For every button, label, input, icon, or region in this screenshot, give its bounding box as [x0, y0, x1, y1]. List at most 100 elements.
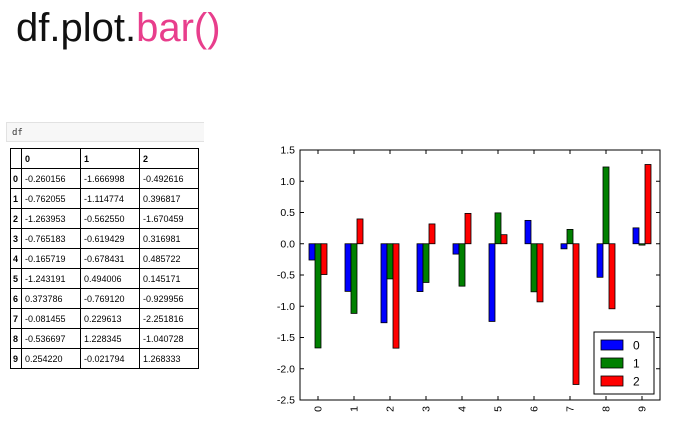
bar-series-0-cat-9 — [632, 227, 640, 245]
index-header-cell — [10, 148, 22, 169]
bar-series-2-cat-1 — [356, 218, 364, 245]
legend-swatch-2 — [600, 375, 624, 387]
table-cell: -0.562550 — [80, 208, 140, 229]
y-tick-label: -1.0 — [277, 301, 295, 313]
bar-series-1-cat-6 — [530, 243, 538, 293]
table-row: 2 -1.263953 -0.562550 -1.670459 — [10, 208, 199, 229]
row-index-cell: 5 — [10, 268, 22, 289]
x-tick-label: 8 — [601, 406, 613, 412]
bar-series-0-cat-6 — [524, 219, 532, 245]
bar-series-1-cat-2 — [386, 243, 394, 280]
table-row: 1 -0.762055 -1.114774 0.396817 — [10, 188, 199, 209]
row-index-cell: 7 — [10, 308, 22, 329]
table-cell: 0.396817 — [139, 188, 199, 209]
slide-title: df.plot.bar() — [16, 4, 221, 52]
y-tick-label: 0.0 — [280, 238, 295, 250]
row-index-cell: 3 — [10, 228, 22, 249]
x-tick-label: 4 — [457, 406, 469, 412]
slide-title-highlight: bar() — [136, 6, 221, 50]
bar-chart: 1.5 1.0 0.5 0.0 -0.5 -1.0 -1.5 -2.0 -2.5 0 1 2 3 4 5 6 7… — [277, 145, 661, 412]
row-index-cell: 0 — [10, 168, 22, 189]
bar-series-2-cat-5 — [500, 234, 508, 245]
table-cell: -2.251816 — [139, 308, 199, 329]
bar-series-1-cat-1 — [350, 243, 358, 314]
code-cell[interactable]: df — [6, 122, 204, 142]
bar-series-1-cat-9 — [638, 243, 646, 246]
x-tick-label: 3 — [421, 406, 433, 412]
bar-series-1-cat-8 — [602, 166, 610, 245]
table-cell: 0.485722 — [139, 248, 199, 269]
table-cell: -0.762055 — [21, 188, 81, 209]
dataframe-table: 0 1 2 0 -0.260156 -1.666998 -0.492616 1 -0.76… — [10, 148, 199, 369]
table-cell: -0.619429 — [80, 228, 140, 249]
row-index-cell: 2 — [10, 208, 22, 229]
row-index-cell: 8 — [10, 328, 22, 349]
table-cell: 0.229613 — [80, 308, 140, 329]
x-tick-label: 2 — [385, 406, 397, 412]
bar-series-2-cat-0 — [320, 243, 328, 275]
table-row: 0 -0.260156 -1.666998 -0.492616 — [10, 168, 199, 189]
bar-series-0-cat-0 — [308, 243, 316, 261]
slide-title-prefix: df.plot. — [16, 6, 137, 50]
y-tick-label: -0.5 — [277, 270, 295, 282]
plot-frame — [299, 149, 661, 401]
bar-series-2-cat-9 — [644, 164, 652, 245]
y-tick-label: 1.0 — [280, 176, 295, 188]
table-cell: -1.670459 — [139, 208, 199, 229]
table-cell: 0.145171 — [139, 268, 199, 289]
row-index-cell: 4 — [10, 248, 22, 269]
x-tick-label: 1 — [349, 406, 361, 412]
table-cell: 0.494006 — [80, 268, 140, 289]
table-cell: 0.373786 — [21, 288, 81, 309]
bar-series-0-cat-1 — [344, 243, 352, 292]
table-cell: -0.165719 — [21, 248, 81, 269]
y-tick-label: -2.0 — [277, 363, 295, 375]
table-row: 7 -0.081455 0.229613 -2.251816 — [10, 308, 199, 329]
bar-series-2-cat-4 — [464, 212, 472, 245]
column-header: 0 — [21, 148, 81, 169]
bar-series-2-cat-2 — [392, 243, 400, 349]
y-tick-label: 1.5 — [280, 145, 295, 157]
table-cell: -0.769120 — [80, 288, 140, 309]
table-cell: -0.081455 — [21, 308, 81, 329]
bar-series-2-cat-8 — [608, 243, 616, 310]
table-cell: 1.228345 — [80, 328, 140, 349]
legend-label: 0 — [633, 339, 640, 353]
bar-series-1-cat-3 — [422, 243, 430, 283]
table-body: 0 -0.260156 -1.666998 -0.492616 1 -0.762055 -1… — [10, 168, 199, 369]
table-cell: -0.260156 — [21, 168, 81, 189]
table-row: 4 -0.165719 -0.678431 0.485722 — [10, 248, 199, 269]
legend-swatch-1 — [600, 357, 624, 369]
table-header-row: 0 1 2 — [10, 148, 199, 169]
table-row: 6 0.373786 -0.769120 -0.929956 — [10, 288, 199, 309]
y-tick-label: 0.5 — [280, 207, 295, 219]
y-tick-label: -2.5 — [277, 395, 295, 407]
bar-series-2-cat-3 — [428, 223, 436, 245]
y-tick-label: -1.5 — [277, 332, 295, 344]
table-cell: -1.114774 — [80, 188, 140, 209]
table-cell: -0.765183 — [21, 228, 81, 249]
bar-series-2-cat-6 — [536, 243, 544, 303]
x-tick-label: 0 — [313, 406, 325, 412]
table-cell: -1.666998 — [80, 168, 140, 189]
table-cell: -0.929956 — [139, 288, 199, 309]
table-cell: -1.040728 — [139, 328, 199, 349]
bar-series-0-cat-4 — [452, 243, 460, 255]
x-tick-label: 6 — [529, 406, 541, 412]
table-cell: 0.254220 — [21, 348, 81, 369]
table-row: 8 -0.536697 1.228345 -1.040728 — [10, 328, 199, 349]
row-index-cell: 1 — [10, 188, 22, 209]
column-header: 2 — [139, 148, 199, 169]
bar-series-2-cat-7 — [572, 243, 580, 385]
table-row: 5 -1.243191 0.494006 0.145171 — [10, 268, 199, 289]
legend-label: 1 — [633, 357, 640, 371]
x-tick-label: 7 — [565, 406, 577, 412]
legend-label: 2 — [633, 375, 640, 389]
bar-series-1-cat-5 — [494, 212, 502, 245]
table-cell: -1.263953 — [21, 208, 81, 229]
bar-series-0-cat-2 — [380, 243, 388, 324]
column-header: 1 — [80, 148, 140, 169]
table-cell: -0.678431 — [80, 248, 140, 269]
bar-series-0-cat-3 — [416, 243, 424, 292]
bar-series-0-cat-7 — [560, 243, 568, 250]
